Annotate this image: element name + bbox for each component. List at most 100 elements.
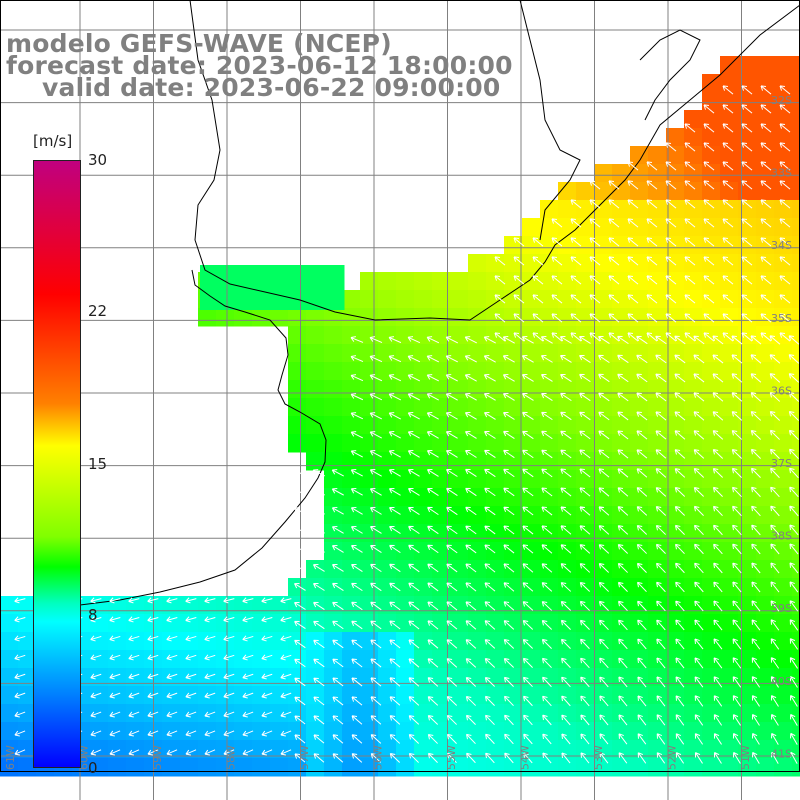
wind-arrow <box>332 658 344 668</box>
wind-arrow <box>350 336 364 343</box>
wind-arrow <box>636 468 648 478</box>
wind-cell <box>756 56 775 75</box>
wind-cell <box>756 146 775 165</box>
wind-cell <box>216 704 235 723</box>
wind-arrow <box>408 658 420 668</box>
wind-arrow <box>722 123 734 133</box>
wind-cell <box>720 488 739 507</box>
wind-arrow <box>636 373 648 383</box>
wind-cell <box>396 722 415 741</box>
wind-cell <box>108 740 127 759</box>
wind-cell <box>522 470 541 489</box>
wind-cell <box>702 344 721 363</box>
wind-cell <box>774 92 793 111</box>
wind-arrow <box>389 620 401 630</box>
wind-arrow <box>408 696 420 706</box>
wind-cell <box>486 704 505 723</box>
wind-cell <box>504 380 523 399</box>
wind-arrow <box>618 619 628 631</box>
wind-cell <box>630 758 649 777</box>
wind-cell <box>432 326 451 345</box>
wind-arrow <box>465 506 477 516</box>
wind-arrow <box>560 411 572 421</box>
wind-cell <box>630 200 649 219</box>
wind-arrow <box>579 487 591 497</box>
wind-cell <box>234 632 253 651</box>
wind-arrow <box>280 692 292 699</box>
wind-arrow <box>427 696 439 706</box>
wind-arrow <box>560 355 572 363</box>
wind-arrow <box>579 468 591 478</box>
wind-cell <box>414 740 433 759</box>
wind-cell <box>468 254 487 273</box>
wind-arrow <box>712 335 724 345</box>
wind-arrow <box>551 256 563 266</box>
wind-cell <box>288 686 307 705</box>
wind-arrow <box>484 695 495 706</box>
wind-cell <box>648 380 667 399</box>
wind-arrow <box>560 468 572 478</box>
wind-arrow <box>166 635 178 642</box>
wind-arrow <box>627 161 639 171</box>
wind-cell <box>756 128 775 147</box>
wind-arrow <box>703 313 715 323</box>
wind-cell <box>414 668 433 687</box>
wind-arrow <box>351 601 363 611</box>
wind-arrow <box>579 354 591 363</box>
wind-arrow <box>90 635 102 642</box>
wind-arrow <box>351 677 363 687</box>
wind-arrow <box>656 619 666 631</box>
wind-cell <box>504 488 523 507</box>
wind-cell <box>702 650 721 669</box>
wind-arrow <box>589 313 601 323</box>
wind-cell <box>468 524 487 543</box>
wind-cell <box>792 632 800 651</box>
wind-arrow <box>674 392 686 402</box>
wind-cell <box>720 236 739 255</box>
wind-arrow <box>280 730 292 737</box>
wind-arrow <box>369 374 383 382</box>
wind-arrow <box>109 711 121 718</box>
wind-cell <box>558 380 577 399</box>
wind-arrow <box>370 715 382 725</box>
wind-cell <box>342 758 361 777</box>
wind-arrow <box>223 711 235 718</box>
wind-cell <box>702 380 721 399</box>
wind-cell <box>414 326 433 345</box>
wind-cell <box>486 506 505 525</box>
wind-cell <box>540 632 559 651</box>
wind-cell <box>612 164 631 183</box>
wind-arrow <box>579 525 591 535</box>
wind-arrow <box>694 733 704 745</box>
wind-cell <box>306 740 325 759</box>
wind-arrow <box>598 373 610 383</box>
wind-arrow <box>522 582 534 592</box>
wind-arrow <box>769 448 780 460</box>
wind-cell <box>540 236 559 255</box>
wind-arrow <box>128 654 140 661</box>
wind-arrow <box>294 639 306 649</box>
wind-cell <box>324 362 343 381</box>
wind-arrow <box>389 601 401 611</box>
wind-cell <box>702 308 721 327</box>
wind-arrow <box>532 256 544 266</box>
wind-cell <box>396 308 415 327</box>
wind-arrow <box>675 638 685 650</box>
wind-arrow <box>656 657 666 669</box>
wind-cell <box>378 506 397 525</box>
wind-cell <box>612 200 631 219</box>
longitude-label: 57W <box>298 745 311 770</box>
wind-arrow <box>293 526 306 534</box>
wind-arrow <box>731 373 743 383</box>
wind-cell <box>756 218 775 237</box>
wind-arrow <box>351 563 363 572</box>
wind-arrow <box>598 525 610 535</box>
wind-cell <box>558 272 577 291</box>
wind-cell <box>792 254 800 273</box>
wind-cell <box>666 632 685 651</box>
wind-arrow <box>713 638 723 650</box>
wind-arrow <box>589 218 601 228</box>
wind-arrow <box>561 657 571 669</box>
wind-arrow <box>541 582 553 592</box>
wind-arrow <box>770 562 780 574</box>
